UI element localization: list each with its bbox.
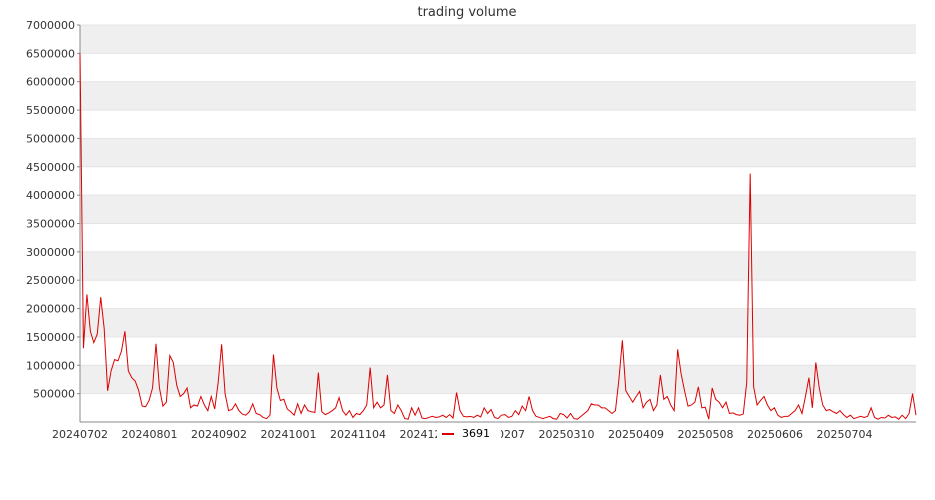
legend: 3691 (437, 424, 501, 442)
y-tick-label: 5000000 (26, 132, 75, 145)
y-tick-label: 6000000 (26, 76, 75, 89)
y-tick-label: 6500000 (26, 47, 75, 60)
grid-band (80, 81, 916, 111)
grid-band (80, 25, 916, 54)
y-tick-label: 1500000 (26, 331, 75, 344)
y-tick-label: 4000000 (26, 189, 75, 202)
series-line (79, 53, 917, 420)
y-tick-label: 500000 (33, 388, 75, 401)
x-tick-label: 20240801 (122, 428, 178, 441)
x-tick-label: 20250310 (539, 428, 595, 441)
y-tick-label: 7000000 (26, 19, 75, 32)
y-tick-label: 4500000 (26, 161, 75, 174)
grid-band (80, 138, 916, 167)
grid-band (80, 195, 916, 224)
x-tick-label: 20241104 (330, 428, 386, 441)
x-tick-label: 20250409 (608, 428, 664, 441)
x-tick-label: 20241001 (261, 428, 317, 441)
x-tick-label: 20250704 (817, 428, 873, 441)
y-tick-label: 3500000 (26, 218, 75, 231)
x-tick-label: 20250508 (678, 428, 734, 441)
y-tick-label: 2000000 (26, 303, 75, 316)
y-axis-ticks: 500000 1000000 1500000 2000000 2500000 300000… (26, 19, 80, 401)
grid-band (80, 308, 916, 337)
grid-band (80, 365, 916, 394)
y-tick-label: 3000000 (26, 246, 75, 259)
y-tick-label: 5500000 (26, 104, 75, 117)
chart-title: trading volume (417, 5, 516, 20)
y-tick-label: 1000000 (26, 359, 75, 372)
x-tick-label: 20240902 (191, 428, 247, 441)
x-tick-label: 20250606 (747, 428, 803, 441)
y-tick-label: 2500000 (26, 274, 75, 287)
grid-bands (80, 24, 916, 395)
grid-band (80, 251, 916, 281)
x-tick-label: 20240702 (52, 428, 108, 441)
legend-background (437, 424, 501, 442)
legend-label: 3691 (462, 427, 490, 440)
